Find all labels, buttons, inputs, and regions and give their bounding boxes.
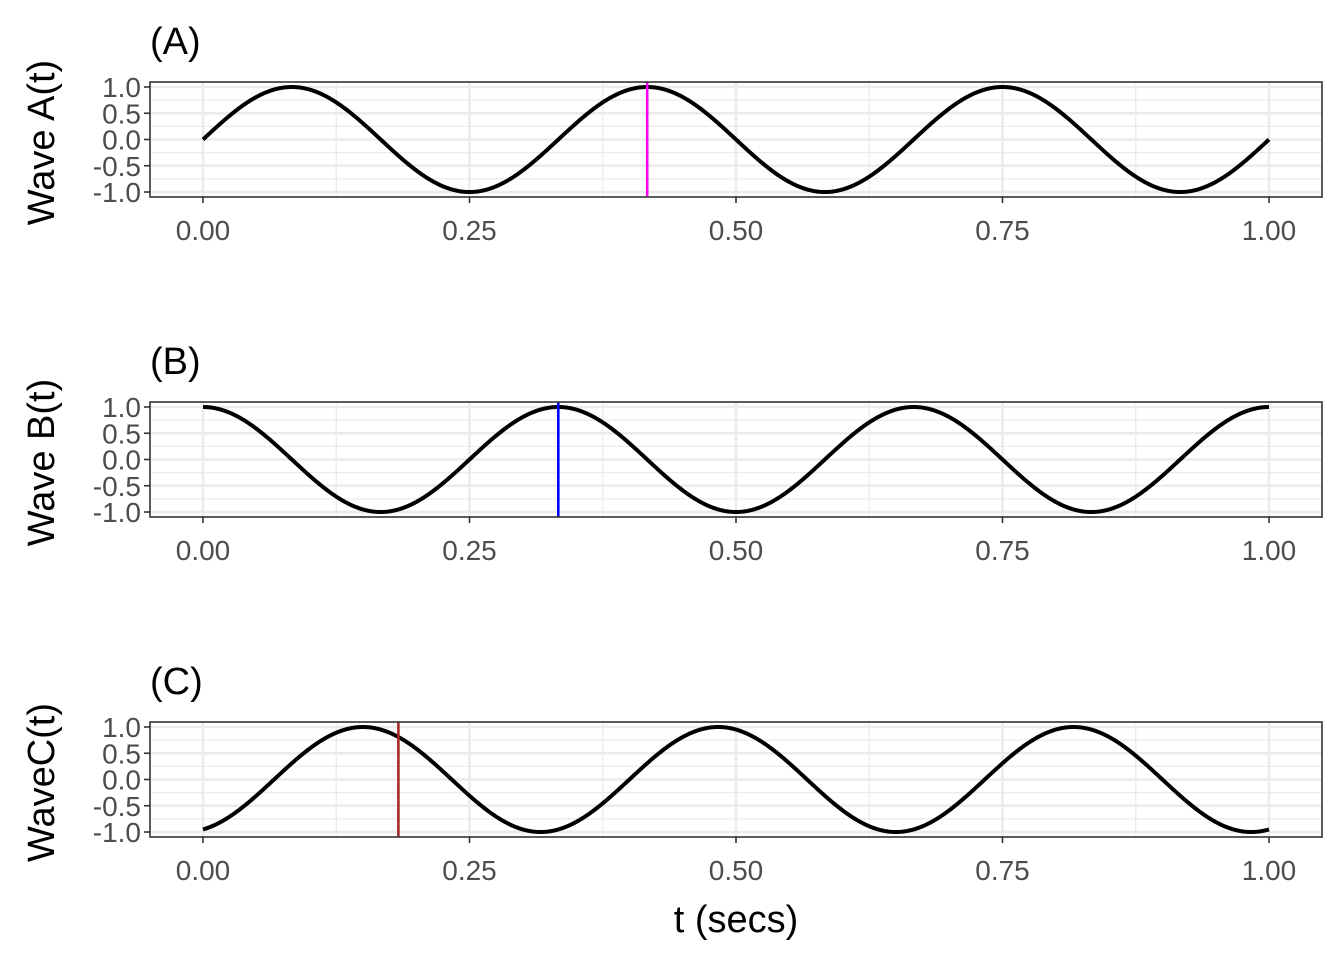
x-tick-label: 0.25 bbox=[442, 215, 497, 246]
x-tick-label: 0.75 bbox=[975, 855, 1030, 886]
y-axis-label: Wave B(t) bbox=[21, 379, 63, 547]
y-tick-label: 0.0 bbox=[102, 445, 141, 476]
x-tick-label: 0.50 bbox=[709, 215, 764, 246]
y-axis-label: WaveC(t) bbox=[21, 703, 63, 862]
wave-series-line bbox=[202, 725, 1270, 834]
y-tick-label: 0.5 bbox=[102, 98, 141, 129]
y-tick-label: -0.5 bbox=[93, 791, 141, 822]
y-tick-label: -0.5 bbox=[93, 471, 141, 502]
y-tick-label: -1.0 bbox=[93, 497, 141, 528]
y-tick-label: -0.5 bbox=[93, 151, 141, 182]
panel-title: (B) bbox=[150, 341, 201, 383]
y-tick-label: 0.0 bbox=[102, 765, 141, 796]
y-tick-label: 0.5 bbox=[102, 738, 141, 769]
y-axis-label: Wave A(t) bbox=[21, 60, 63, 225]
panel-title: (A) bbox=[150, 21, 201, 63]
x-tick-label: 1.00 bbox=[1242, 215, 1297, 246]
panel-a: 1.00.50.0-0.5-1.0 0.00 0.25 0.50 0.75 1.00 (A)… bbox=[21, 21, 1323, 246]
y-tick-label: -1.0 bbox=[93, 817, 141, 848]
y-tick-label: 1.0 bbox=[102, 712, 141, 743]
y-tick-label: -1.0 bbox=[93, 177, 141, 208]
wave-series-line bbox=[201, 85, 1271, 194]
panel-b: 1.00.50.0-0.5-1.0 0.00 0.25 0.50 0.75 1.00 (B)… bbox=[21, 341, 1323, 566]
y-tick-label: 0.0 bbox=[102, 125, 141, 156]
panel-c: 1.00.50.0-0.5-1.0 0.00 0.25 0.50 0.75 1.00 (C)… bbox=[21, 661, 1323, 941]
x-tick-label: 0.50 bbox=[709, 535, 764, 566]
x-tick-label: 0.25 bbox=[442, 855, 497, 886]
panel-title: (C) bbox=[150, 661, 203, 703]
wave-series-line bbox=[202, 405, 1270, 514]
x-tick-label: 0.00 bbox=[176, 535, 231, 566]
x-tick-label: 1.00 bbox=[1242, 535, 1297, 566]
x-tick-label: 0.00 bbox=[176, 215, 231, 246]
x-axis-label: t (secs) bbox=[674, 899, 799, 941]
x-tick-label: 0.00 bbox=[176, 855, 231, 886]
x-tick-label: 0.50 bbox=[709, 855, 764, 886]
x-tick-label: 0.75 bbox=[975, 215, 1030, 246]
x-tick-label: 0.25 bbox=[442, 535, 497, 566]
x-tick-label: 0.75 bbox=[975, 535, 1030, 566]
x-tick-label: 1.00 bbox=[1242, 855, 1297, 886]
y-tick-label: 0.5 bbox=[102, 418, 141, 449]
y-tick-label: 1.0 bbox=[102, 72, 141, 103]
y-tick-label: 1.0 bbox=[102, 392, 141, 423]
